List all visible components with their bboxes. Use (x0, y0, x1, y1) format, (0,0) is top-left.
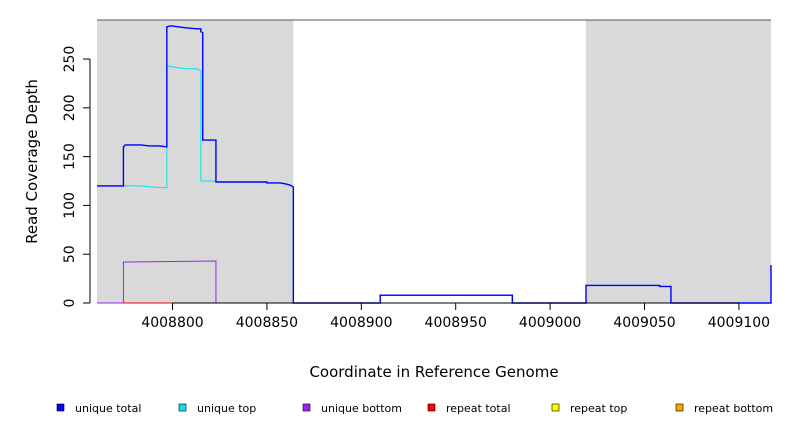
shaded-region-2 (585, 20, 771, 303)
legend-swatch-repeat-top (551, 403, 560, 412)
x-tick-label: 4009050 (613, 315, 675, 331)
x-tick-label: 4008950 (425, 315, 487, 331)
y-tick-label: 150 (62, 143, 78, 170)
legend-label-repeat-total: repeat total (446, 402, 511, 415)
y-tick-label: 0 (62, 299, 78, 308)
legend-label-unique-top: unique top (197, 402, 256, 415)
legend-label-repeat-top: repeat top (570, 402, 627, 415)
y-axis-title: Read Coverage Depth (23, 79, 41, 244)
y-tick-label: 100 (62, 192, 78, 219)
y-tick-label: 50 (62, 245, 78, 263)
x-tick-label: 4009000 (519, 315, 581, 331)
x-axis-title: Coordinate in Reference Genome (309, 363, 558, 381)
x-tick-label: 4008850 (236, 315, 298, 331)
legend-swatch-unique-total (56, 403, 65, 412)
legend-swatch-repeat-bottom (675, 403, 684, 412)
axes: 4008800 4008850 4008900 4008950 4009000 40090… (62, 46, 770, 331)
series-line-unique-total (97, 25, 772, 304)
y-tick-label: 200 (62, 94, 78, 121)
shaded-regions (97, 20, 771, 303)
shaded-region-1 (97, 20, 294, 303)
x-tick-label: 4008800 (141, 315, 203, 331)
y-tick-label: 250 (62, 46, 78, 73)
legend-label-unique-bottom: unique bottom (321, 402, 402, 415)
x-tick-label: 4009100 (708, 315, 770, 331)
legend-label-unique-total: unique total (75, 402, 141, 415)
legend-swatch-unique-top (178, 403, 187, 412)
legend-swatch-unique-bottom (302, 403, 311, 412)
x-tick-label: 4008900 (330, 315, 392, 331)
legend-label-repeat-bottom: repeat bottom (694, 402, 773, 415)
legend: unique total unique top unique bottom repea… (56, 402, 773, 415)
legend-swatch-repeat-total (427, 403, 436, 412)
